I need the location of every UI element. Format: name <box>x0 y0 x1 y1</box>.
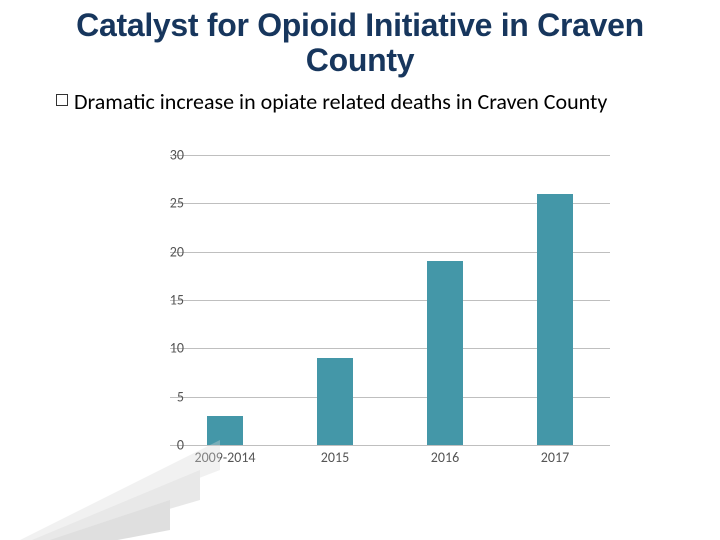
bullet-rest: increase in opiate related deaths in Cra… <box>155 88 608 115</box>
chart-x-axis-labels: 2009-2014201520162017 <box>170 449 610 466</box>
chart-y-tick-label: 15 <box>150 292 184 309</box>
chart-bar-slot <box>500 155 610 445</box>
chart-plot-area <box>170 155 610 445</box>
chart-bar <box>207 416 242 445</box>
slide-title: Catalyst for Opioid Initiative in Craven… <box>38 8 682 77</box>
chart-bar <box>537 194 572 445</box>
chart-y-tick-label: 25 <box>150 195 184 212</box>
chart-x-tick-label: 2009-2014 <box>170 449 280 466</box>
chart-bar-slot <box>390 155 500 445</box>
bullet-prefix: Dramatic <box>74 88 155 115</box>
chart-bars-container <box>170 155 610 445</box>
bullet-item: Dramatic increase in opiate related deat… <box>38 89 682 114</box>
chart-bar-slot <box>170 155 280 445</box>
chart-y-tick-label: 30 <box>150 147 184 164</box>
deaths-bar-chart: 2009-2014201520162017 051015202530 <box>130 155 630 475</box>
chart-x-tick-label: 2017 <box>500 449 610 466</box>
chart-bar-slot <box>280 155 390 445</box>
slide: Catalyst for Opioid Initiative in Craven… <box>0 0 720 540</box>
chart-y-tick-label: 5 <box>150 388 184 405</box>
chart-gridline <box>170 445 610 446</box>
chart-y-tick-label: 0 <box>150 437 184 454</box>
chart-y-tick-label: 10 <box>150 340 184 357</box>
bullet-text: Dramatic increase in opiate related deat… <box>74 89 607 114</box>
chart-bar <box>427 261 462 445</box>
chart-y-tick-label: 20 <box>150 243 184 260</box>
checkbox-bullet-icon <box>56 94 68 106</box>
chart-x-tick-label: 2015 <box>280 449 390 466</box>
chart-x-tick-label: 2016 <box>390 449 500 466</box>
chart-bar <box>317 358 352 445</box>
